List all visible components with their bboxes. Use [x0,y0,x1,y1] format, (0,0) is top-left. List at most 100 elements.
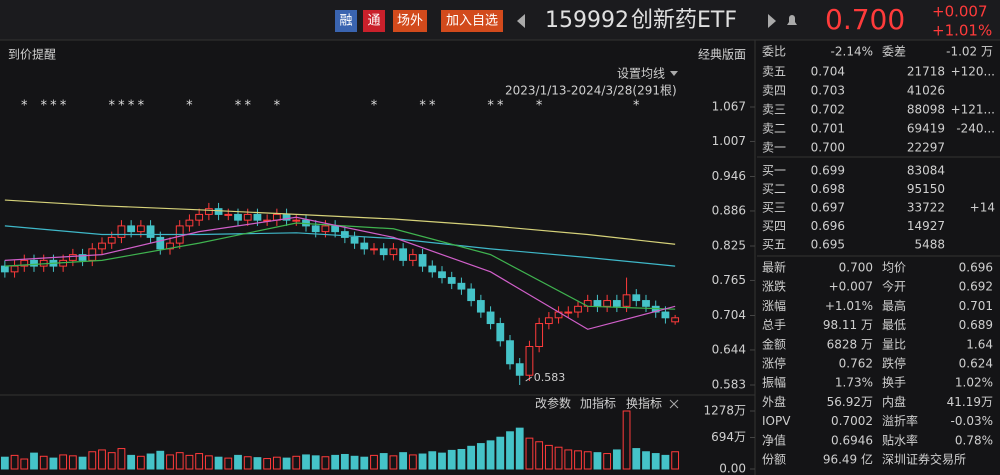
event-marker[interactable]: * [21,99,28,114]
volume-bar [360,456,369,470]
low-arrow [525,376,532,382]
y-tick-label: 0.946 [712,169,746,183]
indicator-button[interactable]: 改参数 [535,396,571,411]
badge-label[interactable]: 场外 [397,14,423,29]
event-marker[interactable]: * [633,99,640,114]
event-marker[interactable]: * [244,99,251,114]
candle-body [506,340,514,365]
candle-body [564,311,573,314]
volume-bar [379,453,388,470]
bell-icon[interactable] [787,15,797,25]
volume-bar [389,455,398,470]
candle-body [98,242,106,250]
candle-body [632,294,641,302]
event-marker[interactable]: * [536,99,543,114]
ma-setting[interactable]: 设置均线 [617,67,665,81]
event-marker[interactable]: * [108,99,115,114]
event-marker[interactable]: * [118,99,125,114]
event-marker[interactable]: * [60,99,67,114]
event-marker[interactable]: * [138,99,145,114]
volume-bar [554,446,563,470]
stat-label: 贴水率 [882,432,918,447]
event-marker[interactable]: * [497,99,504,114]
level-price: 0.704 [811,65,845,79]
stat-value: 0.624 [959,357,993,371]
badge[interactable] [363,10,385,32]
event-marker[interactable]: * [429,99,436,114]
event-marker[interactable]: * [274,99,281,114]
event-marker[interactable]: * [419,99,426,114]
label: 委比 [762,45,786,59]
badge[interactable] [335,10,357,32]
next-arrow[interactable] [768,14,776,28]
candle-body [224,213,233,216]
candle-body [204,208,213,215]
y-tick-label: 0.825 [712,239,746,253]
code: 159992 [545,8,629,33]
badge-label[interactable]: 通 [367,14,380,29]
candle-body [671,317,680,323]
change-pct: +1.01% [932,22,992,40]
volume-bar [399,452,408,470]
candle-body [476,300,485,313]
badge[interactable] [393,10,427,32]
y-tick-label: 0.765 [712,273,746,287]
stat-label: 涨停 [762,356,786,371]
volume-bar [175,452,184,470]
level-price: 0.699 [811,164,845,178]
diff: -1.02 万 [946,45,993,59]
volume-bar [661,454,670,470]
y-tick-label: 1278万 [703,404,746,418]
range-label: 2023/1/13-2024/3/28(291根) [505,84,677,98]
volume-bar [282,457,291,470]
event-marker[interactable]: * [186,99,193,114]
event-marker[interactable]: * [50,99,57,114]
volume-bar [506,431,514,470]
volume-bar [156,450,165,470]
candle-body [486,311,495,325]
candle-body [185,219,194,227]
candle-body [243,213,252,221]
stat-value: 0.696 [959,261,993,275]
volume-bar [243,456,252,470]
volume-bar [447,449,456,470]
badge-label[interactable]: 加入自选 [446,14,498,29]
stat-value: 96.49 亿 [823,452,873,467]
indicator-button[interactable]: 加指标 [580,396,616,411]
candle-body [78,254,87,261]
event-marker[interactable]: * [487,99,494,114]
label: 委差 [882,45,906,59]
candle-body [117,225,126,238]
close-icon[interactable] [669,399,679,409]
stat-label: 深圳证券交易所 [882,452,966,467]
stat-label: 今开 [882,279,906,294]
event-marker[interactable]: * [235,99,242,114]
ratio: -2.14% [831,45,873,59]
volume-bar [428,451,437,470]
event-marker[interactable]: * [40,99,47,114]
level-volume: 95150 [907,182,945,196]
candle-body [146,225,155,238]
volume-bar [20,458,29,470]
level-label: 卖一 [762,141,786,155]
volume-bar [10,454,19,470]
badge-label[interactable]: 融 [339,14,352,29]
ma-line [4,199,676,245]
alert-button[interactable]: 到价提醒 [8,47,56,62]
level-label: 买四 [762,219,786,233]
level-volume: 21718 [907,65,945,79]
layout-button[interactable]: 经典版面 [698,48,746,62]
volume-bar [331,454,340,470]
event-marker[interactable]: * [371,99,378,114]
badge[interactable] [441,10,503,32]
volume-bar [544,444,553,470]
indicator-button[interactable]: 换指标 [626,396,662,411]
volume-bar [136,455,145,470]
candle-body [127,225,136,233]
event-marker[interactable]: * [128,99,135,114]
prev-arrow[interactable] [517,14,525,28]
stat-value: 0.762 [839,357,873,371]
volume-bar [185,454,194,470]
level-volume: 41026 [907,84,945,98]
